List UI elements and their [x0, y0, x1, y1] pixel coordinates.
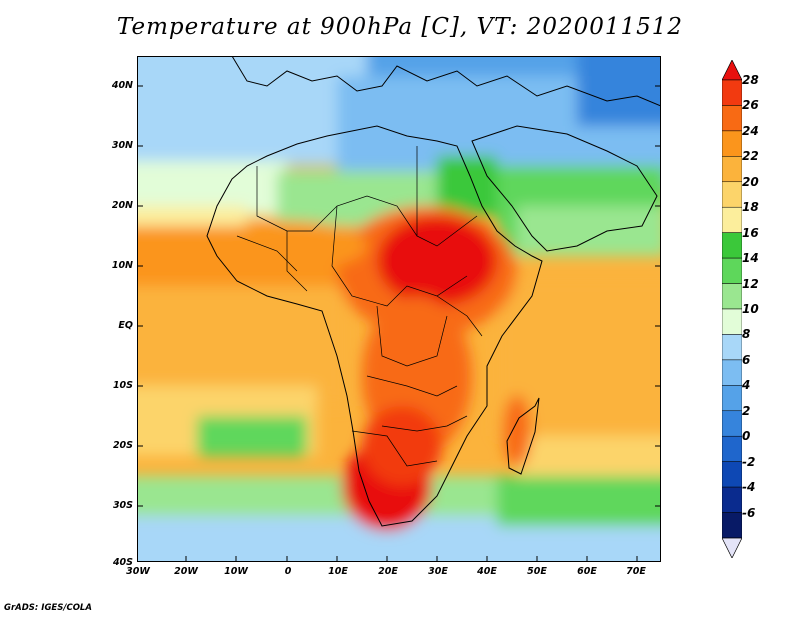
lat-label-30n: 30N: [111, 140, 133, 151]
colorbar: [722, 60, 742, 558]
colorbar-swatch: [722, 385, 742, 412]
lat-label-20s: 20S: [112, 440, 133, 451]
colorbar-swatch: [722, 334, 742, 361]
colorbar-label: 24: [742, 123, 759, 138]
grads-credit: GrADS: IGES/COLA: [4, 603, 92, 613]
colorbar-label: 28: [742, 73, 759, 87]
lon-label-10w: 10W: [224, 566, 248, 577]
lat-label-20n: 20N: [111, 200, 133, 211]
colorbar-label: 12: [742, 276, 759, 291]
colorbar-label: -4: [742, 480, 756, 495]
lon-label-10e: 10E: [328, 566, 348, 577]
lon-label-60e: 60E: [577, 566, 597, 577]
colorbar-swatch: [722, 232, 742, 259]
colorbar-swatch: [722, 486, 742, 513]
lat-label-30s: 30S: [112, 500, 133, 511]
lon-label-40e: 40E: [477, 566, 497, 577]
colorbar-label: -6: [742, 505, 756, 520]
colorbar-swatch: [722, 105, 742, 132]
lat-label-10n: 10N: [111, 260, 133, 271]
europe-coastline: [231, 56, 661, 107]
colorbar-swatch: [722, 156, 742, 183]
colorbar-swatch: [722, 181, 742, 208]
colorbar-top-triangle: [722, 60, 742, 81]
colorbar-swatch: [722, 359, 742, 386]
colorbar-label: 10: [742, 302, 759, 316]
colorbar-swatch: [722, 435, 742, 462]
colorbar-swatch: [722, 206, 742, 233]
colorbar-label: -2: [742, 454, 756, 469]
lon-label-0: 0: [284, 566, 292, 577]
colorbar-label: 2: [742, 403, 751, 418]
arabia-coastline: [471, 125, 658, 252]
colorbar-label: 26: [742, 98, 759, 113]
colorbar-label: 14: [742, 251, 759, 266]
lon-label-30w: 30W: [126, 566, 150, 577]
temperature-map: [137, 56, 661, 562]
colorbar-label: 16: [742, 225, 759, 240]
africa-coastline: [206, 125, 543, 527]
lon-label-20w: 20W: [174, 566, 198, 577]
colorbar-swatch: [722, 130, 742, 157]
map-title: Temperature at 900hPa [C], VT: 202001151…: [116, 14, 684, 40]
lat-label-10s: 10S: [112, 380, 133, 391]
colorbar-bottom-triangle: [722, 537, 742, 558]
lat-label-40s: 40S: [112, 557, 133, 568]
lon-label-20e: 20E: [378, 566, 398, 577]
colorbar-label: 4: [742, 378, 751, 393]
colorbar-swatch: [722, 79, 742, 106]
colorbar-swatch: [722, 257, 742, 284]
colorbar-label: 0: [742, 429, 751, 444]
colorbar-swatch: [722, 461, 742, 488]
colorbar-label: 20: [742, 174, 759, 189]
lat-label-40n: 40N: [111, 80, 133, 91]
madagascar-coastline: [506, 397, 540, 475]
colorbar-label: 22: [742, 149, 759, 164]
colorbar-swatch: [722, 512, 742, 539]
lat-label-eq: EQ: [118, 320, 133, 331]
lon-label-50e: 50E: [527, 566, 547, 577]
colorbar-swatch: [722, 283, 742, 310]
lon-label-70e: 70E: [626, 566, 646, 577]
colorbar-label: 6: [742, 352, 751, 367]
colorbar-swatch: [722, 308, 742, 335]
lon-label-30e: 30E: [428, 566, 448, 577]
colorbar-swatch: [722, 410, 742, 437]
colorbar-label: 18: [742, 200, 759, 215]
colorbar-label: 8: [742, 327, 751, 342]
country-borders: [236, 146, 483, 467]
